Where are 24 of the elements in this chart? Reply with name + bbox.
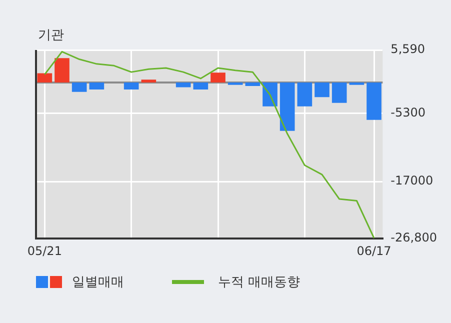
bar xyxy=(72,82,87,92)
x-tick-label: 05/21 xyxy=(27,244,62,258)
bar xyxy=(89,82,104,90)
bar xyxy=(193,82,208,90)
bar xyxy=(37,73,52,83)
legend-label: 누적 매매동향 xyxy=(218,274,300,291)
bar xyxy=(141,80,156,83)
bar xyxy=(314,82,330,98)
legend-label: 일별매매 xyxy=(72,274,124,291)
y-tick-label: -5300 xyxy=(390,106,426,120)
bar xyxy=(366,82,382,120)
y-tick-label: -17000 xyxy=(390,174,434,188)
y-tick-label: -26,800 xyxy=(390,230,438,245)
bar xyxy=(332,82,347,103)
x-tick-label: 06/17 xyxy=(356,244,392,258)
bar xyxy=(280,82,295,131)
bar xyxy=(245,82,260,86)
bar xyxy=(297,82,312,106)
bar xyxy=(176,82,191,88)
chart-title: 기관 xyxy=(38,27,64,44)
y-tick-label: 5,590 xyxy=(390,42,426,56)
bar xyxy=(124,82,139,90)
bar xyxy=(210,72,226,83)
bar xyxy=(54,58,70,83)
